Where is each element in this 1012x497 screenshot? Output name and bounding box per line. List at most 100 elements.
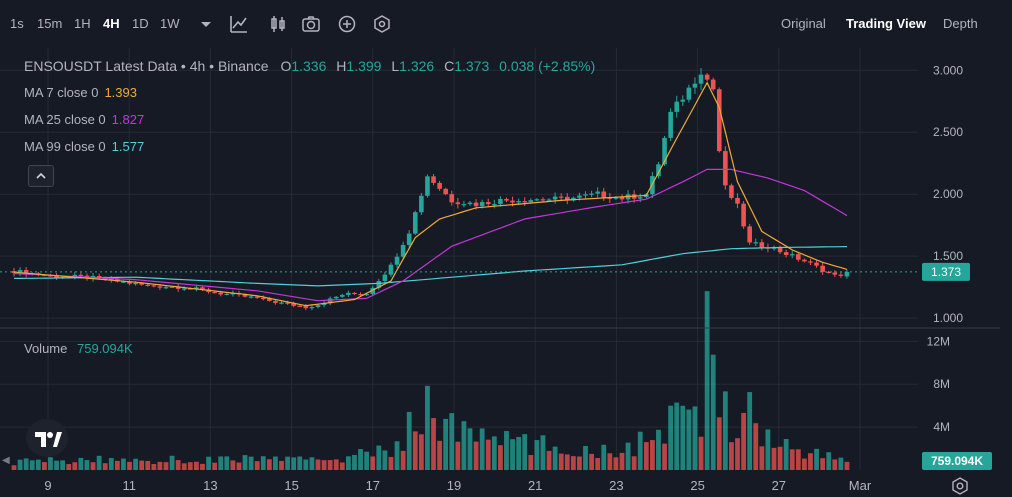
volume-bar xyxy=(443,418,449,470)
legend-ma99[interactable]: MA 99 close 0 1.577 xyxy=(24,139,144,154)
volume-bar xyxy=(437,440,442,470)
view-trading-view[interactable]: Trading View xyxy=(846,16,926,31)
candle-body xyxy=(194,287,199,289)
volume-bar xyxy=(321,460,327,470)
candle-body xyxy=(406,233,412,245)
candle-body xyxy=(121,281,126,283)
volume-bar xyxy=(698,436,704,470)
interval-1s[interactable]: 1s xyxy=(10,16,24,31)
volume-bar xyxy=(735,438,740,470)
volume-axis[interactable]: 12M 8M 4M xyxy=(927,334,950,434)
candle-body xyxy=(716,89,722,152)
candle-body xyxy=(826,271,832,274)
volume-bar xyxy=(17,459,23,470)
candle-body xyxy=(388,264,394,275)
candle-body xyxy=(127,281,132,284)
volume-bar xyxy=(650,440,655,470)
volume-bar xyxy=(23,458,29,470)
scroll-left-icon[interactable]: ◀ xyxy=(2,455,10,466)
candle-body xyxy=(321,303,327,306)
time-tick-label: Mar xyxy=(849,478,872,493)
legend-close-label: C xyxy=(444,58,455,74)
candle-body xyxy=(340,294,345,297)
volume-bar xyxy=(206,456,211,470)
legend-close: 1.373 xyxy=(454,58,490,74)
candle-body xyxy=(102,277,108,280)
volume-bar xyxy=(96,455,102,470)
chart-settings-icon[interactable] xyxy=(950,476,970,496)
interval-1w[interactable]: 1W xyxy=(160,16,180,31)
candle-body xyxy=(78,274,84,277)
candle-body xyxy=(139,282,144,285)
candle-body xyxy=(382,274,388,282)
volume-bar xyxy=(455,441,461,470)
legend-ma25-label: MA 25 close 0 xyxy=(24,112,106,127)
candle-body xyxy=(352,292,357,295)
interval-15m[interactable]: 15m xyxy=(37,16,63,31)
interval-1h[interactable]: 1H xyxy=(74,16,91,31)
collapse-legend-button[interactable] xyxy=(28,165,54,187)
candle-body xyxy=(163,287,169,289)
candle-body xyxy=(704,74,710,80)
candle-body xyxy=(522,201,528,203)
volume-bar xyxy=(838,457,844,470)
candle-body xyxy=(333,296,339,299)
candle-body xyxy=(279,302,284,304)
volume-bar xyxy=(376,445,382,470)
add-icon[interactable] xyxy=(337,14,357,34)
candle-body xyxy=(212,292,217,294)
indicators-icon[interactable] xyxy=(229,14,249,34)
interval-4h[interactable]: 4H xyxy=(103,16,120,31)
volume-bar xyxy=(102,463,108,470)
price-tick-label: 3.000 xyxy=(933,63,963,77)
volume-bar xyxy=(564,454,570,470)
candle-body xyxy=(613,197,619,199)
chevron-down-icon[interactable] xyxy=(196,14,216,34)
legend-ma7[interactable]: MA 7 close 0 1.393 xyxy=(24,85,137,100)
view-original[interactable]: Original xyxy=(781,16,826,31)
interval-1d[interactable]: 1D xyxy=(132,16,149,31)
legend-ma25[interactable]: MA 25 close 0 1.827 xyxy=(24,112,144,127)
volume-bar xyxy=(72,462,78,470)
legend-high-label: H xyxy=(336,58,347,74)
volume-bar xyxy=(285,456,290,470)
view-depth[interactable]: Depth xyxy=(943,16,978,31)
time-axis[interactable]: 9 11 13 15 17 19 21 23 25 27 Mar xyxy=(44,478,871,493)
volume-bar xyxy=(60,460,66,470)
candle-body xyxy=(400,244,406,257)
volume-bar xyxy=(431,418,436,470)
candle-body xyxy=(723,151,728,186)
settings-hex-icon[interactable] xyxy=(372,14,392,34)
camera-icon[interactable] xyxy=(301,14,321,34)
time-tick-label: 27 xyxy=(772,478,786,493)
candle-body xyxy=(656,164,661,177)
candle-body xyxy=(796,254,801,260)
volume-bar xyxy=(570,456,576,470)
volume-bar xyxy=(765,429,771,470)
volume-bar xyxy=(716,417,722,470)
volume-bar xyxy=(759,446,765,470)
candle-body xyxy=(692,83,698,88)
candle-body xyxy=(583,194,588,196)
volume-bar xyxy=(400,450,406,470)
volume-bar xyxy=(194,461,199,470)
candle-body xyxy=(412,212,418,234)
volume-bar xyxy=(516,436,522,470)
candle-body xyxy=(443,188,448,195)
volume-bar xyxy=(826,452,832,470)
candle-body xyxy=(479,202,485,207)
price-axis[interactable]: 3.000 2.500 2.000 1.500 1.000 xyxy=(933,63,963,325)
volume-bar xyxy=(844,461,850,470)
volume-bar xyxy=(297,456,303,470)
volume-bar xyxy=(382,450,388,470)
price-chart[interactable]: 3.000 2.500 2.000 1.500 1.000 12M 8M 4M 9 11 13 1… xyxy=(0,48,1012,497)
candle-body xyxy=(455,202,461,205)
volume-bar xyxy=(309,457,315,470)
volume-bar xyxy=(771,447,777,470)
candle-body xyxy=(753,242,759,244)
candle-type-icon[interactable] xyxy=(268,14,288,34)
candle-body xyxy=(808,261,813,263)
candle-body xyxy=(698,74,704,84)
volume-bar xyxy=(528,455,534,470)
volume-bar xyxy=(595,457,601,470)
